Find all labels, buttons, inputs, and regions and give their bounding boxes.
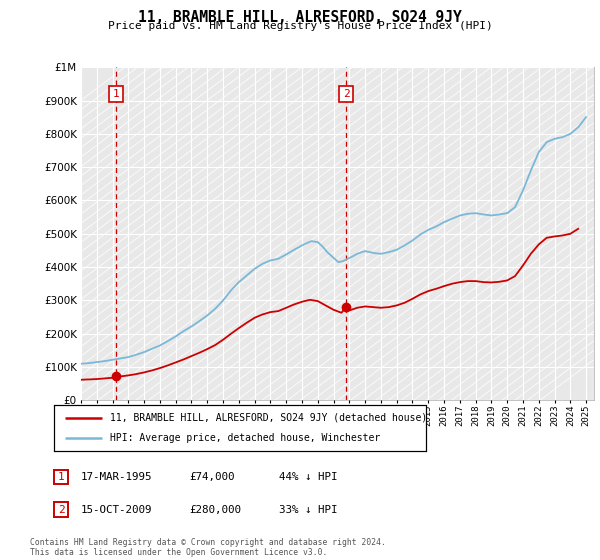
Text: 1: 1 bbox=[58, 472, 65, 482]
Text: Contains HM Land Registry data © Crown copyright and database right 2024.
This d: Contains HM Land Registry data © Crown c… bbox=[30, 538, 386, 557]
Text: 11, BRAMBLE HILL, ALRESFORD, SO24 9JY: 11, BRAMBLE HILL, ALRESFORD, SO24 9JY bbox=[138, 10, 462, 25]
Text: 33% ↓ HPI: 33% ↓ HPI bbox=[279, 505, 337, 515]
Text: 1: 1 bbox=[113, 89, 119, 99]
Text: 17-MAR-1995: 17-MAR-1995 bbox=[81, 472, 152, 482]
Text: 2: 2 bbox=[343, 89, 349, 99]
Text: HPI: Average price, detached house, Winchester: HPI: Average price, detached house, Winc… bbox=[110, 433, 380, 443]
Text: 2: 2 bbox=[58, 505, 65, 515]
Text: £280,000: £280,000 bbox=[189, 505, 241, 515]
Text: £74,000: £74,000 bbox=[189, 472, 235, 482]
Text: Price paid vs. HM Land Registry's House Price Index (HPI): Price paid vs. HM Land Registry's House … bbox=[107, 21, 493, 31]
Text: 44% ↓ HPI: 44% ↓ HPI bbox=[279, 472, 337, 482]
Text: 11, BRAMBLE HILL, ALRESFORD, SO24 9JY (detached house): 11, BRAMBLE HILL, ALRESFORD, SO24 9JY (d… bbox=[110, 413, 427, 423]
Text: 15-OCT-2009: 15-OCT-2009 bbox=[81, 505, 152, 515]
